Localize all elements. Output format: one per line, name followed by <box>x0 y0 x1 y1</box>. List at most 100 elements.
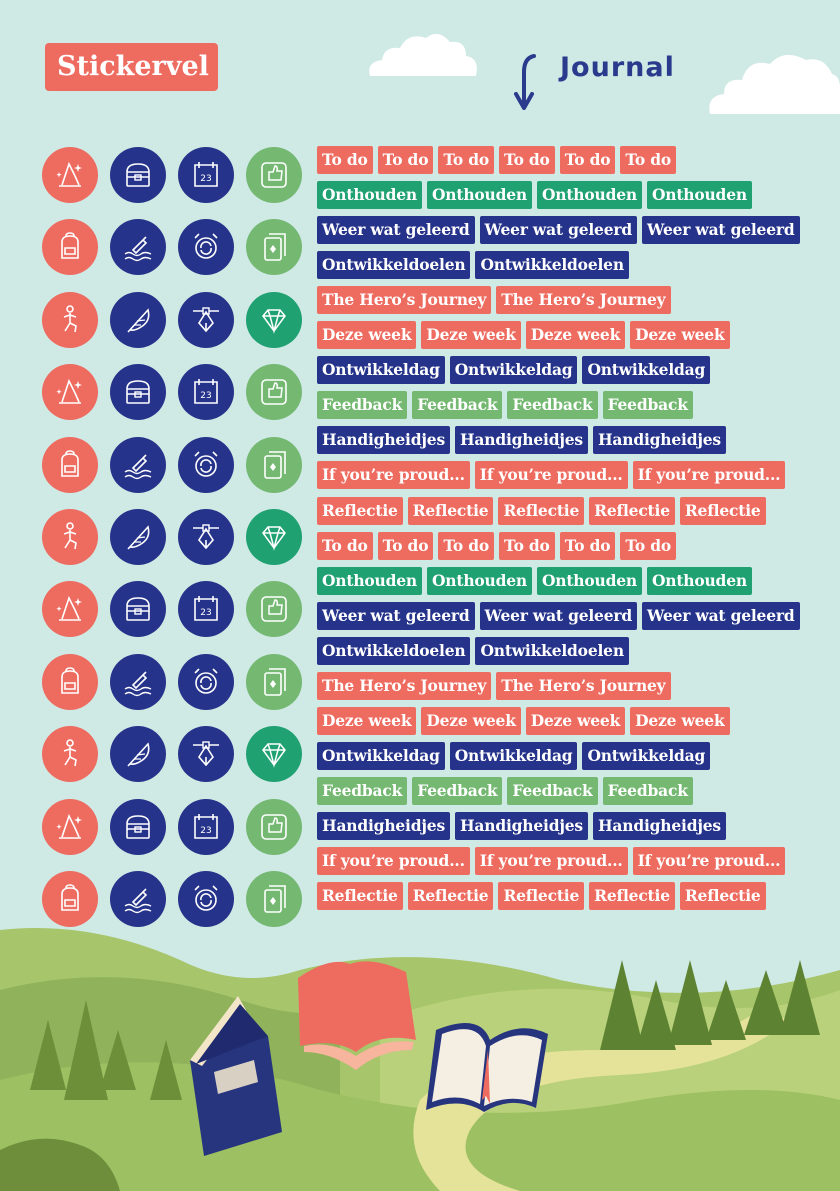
label-sticker: Reflectie <box>317 882 403 911</box>
label-sticker: Onthouden <box>536 566 642 595</box>
label-sticker: Weer wat geleerd <box>642 216 800 245</box>
thumbs-up-speech-icon <box>246 364 302 421</box>
treasure-chest-icon <box>110 364 166 421</box>
diamond-icon <box>246 509 302 565</box>
label-row: Feedback Feedback Feedback Feedback <box>317 391 698 420</box>
label-row: To do To do To do To do To do To do <box>317 146 681 174</box>
backpack-icon <box>42 219 98 276</box>
label-sticker: Deze week <box>317 706 417 735</box>
label-sticker: If you’re proud... <box>474 847 628 875</box>
label-sticker: Onthouden <box>317 181 422 210</box>
treasure-chest-icon <box>110 147 166 203</box>
svg-text:23: 23 <box>200 391 211 401</box>
label-sticker: Onthouden <box>646 181 752 210</box>
label-sticker: The Hero’s Journey <box>317 286 492 315</box>
label-sticker: Handigheidjes <box>317 811 450 840</box>
calendar-map-icon: 23 <box>178 364 234 421</box>
thumbs-up-speech-icon <box>246 798 302 855</box>
thumbs-up-speech-icon <box>246 581 302 638</box>
label-sticker: To do <box>317 531 373 560</box>
red-book-illustration <box>298 961 416 1070</box>
pen-tool-icon <box>178 726 234 783</box>
label-sticker: Ontwikkeldag <box>317 356 445 385</box>
label-sticker: To do <box>620 146 677 174</box>
label-row: Reflectie Reflectie Reflectie Reflectie Refl… <box>317 496 771 525</box>
label-sticker: To do <box>499 531 555 560</box>
calendar-map-icon: 23 <box>178 147 234 203</box>
backpack-icon <box>42 871 98 927</box>
label-sticker: The Hero’s Journey <box>496 286 671 315</box>
backpack-icon <box>42 653 98 710</box>
label-sticker: Handigheidjes <box>454 426 588 455</box>
backpack-icon <box>42 436 98 493</box>
label-sticker: Deze week <box>317 321 417 350</box>
diamond-icon <box>246 726 302 783</box>
thumbs-up-speech-icon <box>246 147 302 203</box>
label-sticker: Feedback <box>507 776 598 805</box>
label-sticker: Weer wat geleerd <box>642 601 800 630</box>
label-sticker: Handigheidjes <box>454 811 588 840</box>
label-sticker: Ontwikkeldag <box>317 741 445 770</box>
bottle-in-water-icon <box>110 436 166 493</box>
label-sticker: Handigheidjes <box>592 426 726 455</box>
label-sticker: If you’re proud... <box>632 461 786 490</box>
label-row: Feedback Feedback Feedback Feedback <box>317 776 698 805</box>
label-sticker: To do <box>377 146 434 174</box>
label-sticker: Onthouden <box>317 566 422 595</box>
blue-book-illustration <box>190 996 282 1156</box>
label-sticker: Reflectie <box>498 882 585 911</box>
alarm-clock-icon <box>178 871 234 927</box>
label-sticker: To do <box>438 531 495 560</box>
playing-cards-icon <box>246 871 302 927</box>
label-sticker: Ontwikkeldag <box>582 741 711 770</box>
playing-cards-icon <box>246 436 302 493</box>
label-sticker: Onthouden <box>646 566 752 595</box>
label-sticker: Ontwikkeldoelen <box>317 251 471 280</box>
label-row: Onthouden Onthouden Onthouden Onthouden <box>317 566 757 595</box>
alarm-clock-icon <box>178 219 234 276</box>
calendar-map-icon: 23 <box>178 581 234 638</box>
label-sticker: Weer wat geleerd <box>317 216 475 245</box>
label-sticker: Feedback <box>412 391 503 420</box>
label-sticker: Weer wat geleerd <box>317 601 475 630</box>
wizard-hat-icon <box>42 798 98 855</box>
bottle-in-water-icon <box>110 219 166 276</box>
label-row: Handigheidjes Handigheidjes Handigheidjes <box>317 426 731 455</box>
label-sticker: Reflectie <box>407 882 494 911</box>
label-sticker: Feedback <box>412 776 503 805</box>
label-sticker: Deze week <box>630 321 730 350</box>
bottle-in-water-icon <box>110 653 166 710</box>
label-sticker: Feedback <box>507 391 598 420</box>
label-sticker: If you’re proud... <box>317 461 470 490</box>
label-row: Ontwikkeldoelen Ontwikkeldoelen <box>317 251 634 280</box>
label-sticker: To do <box>559 146 616 174</box>
label-sticker: Deze week <box>421 321 521 350</box>
label-sticker: Ontwikkeldag <box>449 356 578 385</box>
label-row: Weer wat geleerd Weer wat geleerd Weer wat… <box>317 216 805 245</box>
feather-icon <box>110 509 166 565</box>
label-row: The Hero’s Journey The Hero’s Journey <box>317 671 676 700</box>
cloud-right <box>709 54 840 114</box>
label-sticker: If you’re proud... <box>632 847 786 875</box>
alarm-clock-icon <box>178 436 234 493</box>
label-sticker: Feedback <box>317 776 408 805</box>
hero-pose-icon <box>42 291 98 348</box>
label-sticker: Reflectie <box>589 496 675 525</box>
label-sticker: The Hero’s Journey <box>317 671 492 700</box>
label-row: Ontwikkeldoelen Ontwikkeldoelen <box>317 636 634 665</box>
wizard-hat-icon <box>42 364 98 421</box>
diamond-icon <box>246 291 302 348</box>
label-sticker: Feedback <box>602 391 693 420</box>
svg-text:23: 23 <box>200 608 211 618</box>
label-sticker: Ontwikkeldag <box>449 741 578 770</box>
label-sticker: Reflectie <box>679 496 766 525</box>
label-sticker: Feedback <box>317 391 408 420</box>
label-sticker: Feedback <box>602 776 693 805</box>
label-sticker: Reflectie <box>589 882 675 911</box>
label-sticker: The Hero’s Journey <box>496 671 671 700</box>
label-sticker: To do <box>499 146 555 174</box>
bottle-in-water-icon <box>110 871 166 927</box>
label-sticker: Handigheidjes <box>592 811 726 840</box>
label-sticker: Handigheidjes <box>317 426 450 455</box>
